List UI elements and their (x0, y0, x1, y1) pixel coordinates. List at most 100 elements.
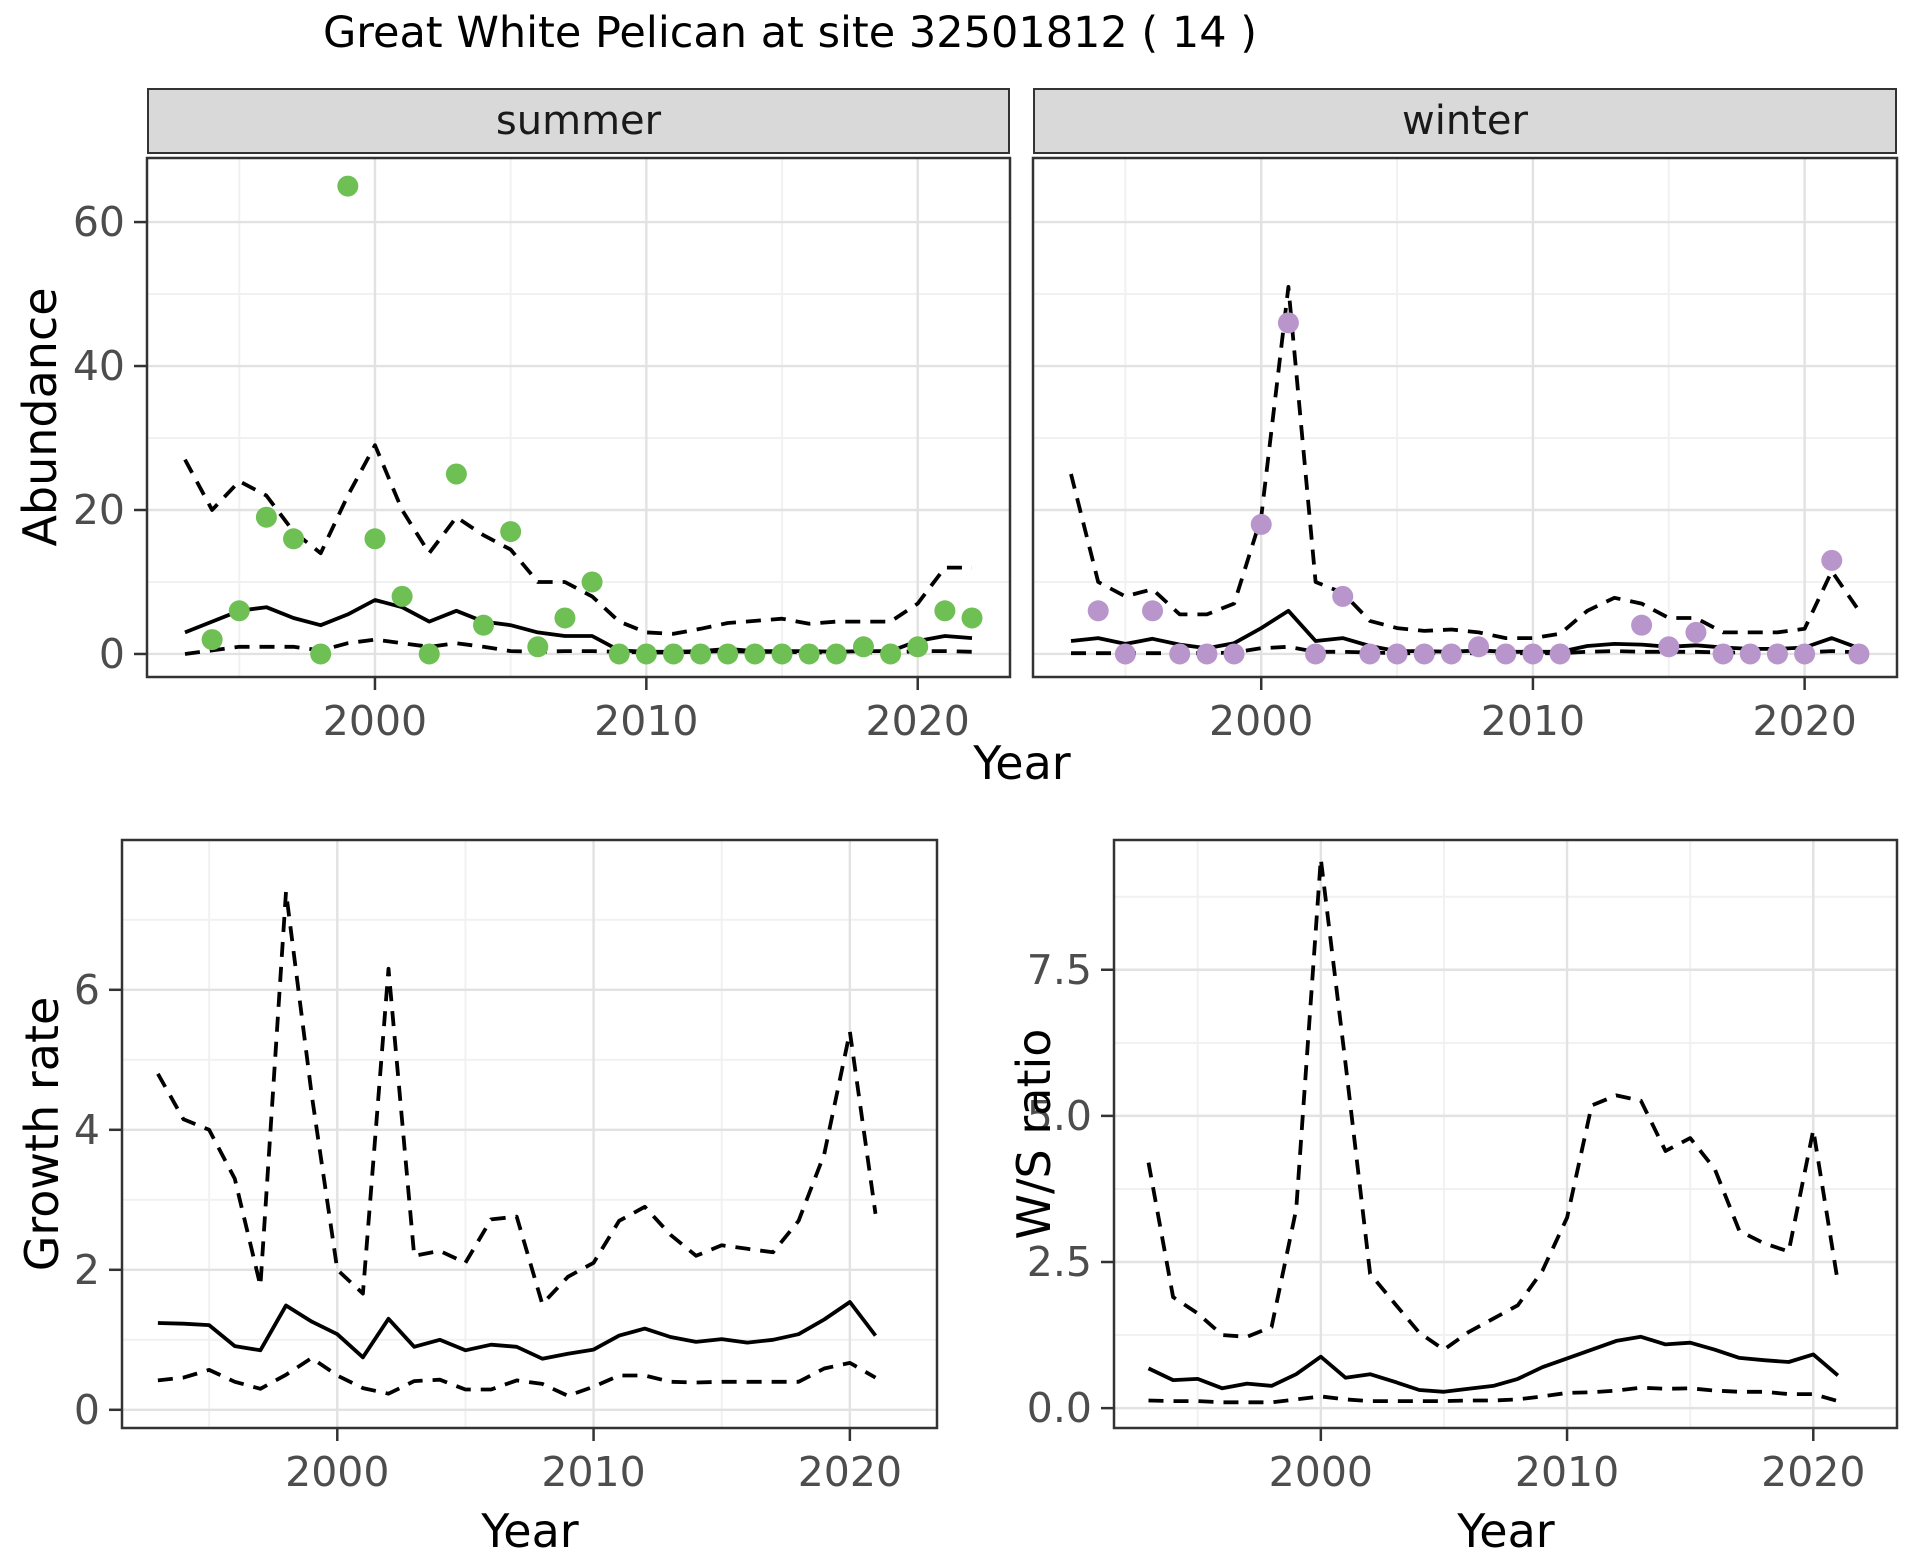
y-tick-label: 0 (99, 630, 125, 678)
x-axis-title-year-top: Year (973, 736, 1071, 790)
panel-border-ws (1112, 838, 1899, 1430)
data-point-winter (1658, 636, 1680, 658)
y-tick-label: 60 (73, 198, 125, 246)
facet-label-winter: winter (1402, 98, 1528, 144)
x-axis-title-year-ws: Year (1457, 1504, 1555, 1558)
data-point-summer (690, 643, 712, 665)
data-point-summer (228, 600, 250, 622)
y-tick-label: 5.0 (1027, 1092, 1092, 1140)
data-point-winter (1277, 312, 1299, 334)
data-point-summer (391, 585, 413, 607)
data-point-summer (418, 643, 440, 665)
data-point-summer (473, 614, 495, 636)
y-axis-title-abundance: Abundance (13, 287, 67, 547)
data-point-summer (581, 571, 603, 593)
data-point-winter (1142, 600, 1164, 622)
x-tick-label: 2010 (1515, 1448, 1619, 1496)
data-point-summer (825, 643, 847, 665)
x-tick-label: 2020 (798, 1448, 902, 1496)
data-point-summer (717, 643, 739, 665)
x-tick-label: 2010 (541, 1448, 645, 1496)
data-point-winter (1223, 643, 1245, 665)
page-title: Great White Pelican at site 32501812 ( 1… (322, 8, 1258, 58)
y-tick-label: 2.5 (1027, 1238, 1092, 1286)
data-point-winter (1386, 643, 1408, 665)
data-point-winter (1196, 643, 1218, 665)
y-tick-label: 0.0 (1027, 1384, 1092, 1432)
y-tick-label: 7.5 (1027, 946, 1092, 994)
series-median-ws (1147, 1334, 1840, 1394)
y-tick-label: 2 (74, 1246, 100, 1294)
data-point-winter (1495, 643, 1517, 665)
data-point-winter (1522, 643, 1544, 665)
x-tick-label: 2000 (1209, 697, 1313, 745)
data-point-winter (1413, 643, 1435, 665)
data-point-winter (1821, 549, 1843, 571)
data-point-summer (798, 643, 820, 665)
panel-border-growth (120, 838, 939, 1430)
data-point-winter (1685, 621, 1707, 643)
data-point-winter (1359, 643, 1381, 665)
data-point-summer (744, 643, 766, 665)
series-upper-winter (1069, 285, 1861, 640)
data-point-winter (1848, 643, 1870, 665)
x-tick-label: 2000 (323, 697, 427, 745)
x-tick-label: 2000 (1269, 1448, 1373, 1496)
data-point-summer (337, 175, 359, 197)
y-tick-label: 20 (73, 486, 125, 534)
y-axis-title-growth-rate: Growth rate (15, 996, 69, 1272)
data-point-winter (1631, 614, 1653, 636)
series-lower-growth (157, 1356, 877, 1398)
x-tick-label: 2000 (285, 1448, 389, 1496)
data-point-summer (662, 643, 684, 665)
data-point-summer (527, 636, 549, 658)
series-median-winter (1070, 608, 1860, 654)
y-tick-label: 4 (74, 1106, 100, 1154)
data-point-summer (771, 643, 793, 665)
data-point-winter (1468, 636, 1490, 658)
data-point-winter (1332, 585, 1354, 607)
y-tick-label: 0 (74, 1386, 100, 1434)
facet-label-summer: summer (495, 98, 662, 144)
panel-border-summer (145, 156, 1012, 679)
data-point-summer (445, 463, 467, 485)
x-tick-label: 2020 (1752, 697, 1856, 745)
x-tick-label: 2010 (594, 697, 698, 745)
data-point-summer (608, 643, 630, 665)
data-point-winter (1440, 643, 1462, 665)
series-upper-ws (1146, 856, 1840, 1352)
data-point-winter (1739, 643, 1761, 665)
panel-border-winter (1031, 156, 1899, 679)
data-point-summer (283, 528, 305, 550)
data-point-summer (201, 629, 223, 651)
data-point-summer (635, 643, 657, 665)
data-point-winter (1114, 643, 1136, 665)
data-point-summer (880, 643, 902, 665)
data-point-summer (907, 636, 929, 658)
x-tick-label: 2020 (1761, 1448, 1865, 1496)
data-point-winter (1087, 600, 1109, 622)
data-point-winter (1794, 643, 1816, 665)
y-tick-label: 6 (74, 966, 100, 1014)
data-point-summer (852, 636, 874, 658)
data-point-summer (961, 607, 983, 629)
data-point-winter (1250, 513, 1272, 535)
data-point-summer (255, 506, 277, 528)
facet-strip-summer: summer (147, 88, 1010, 154)
series-upper-growth (156, 889, 878, 1306)
data-point-summer (500, 521, 522, 543)
y-axis-title-ws-ratio: W/S ratio (1007, 1028, 1061, 1240)
x-tick-label: 2010 (1481, 697, 1585, 745)
data-point-summer (554, 607, 576, 629)
data-point-winter (1169, 643, 1191, 665)
data-point-winter (1305, 643, 1327, 665)
y-tick-label: 40 (73, 342, 125, 390)
data-point-winter (1712, 643, 1734, 665)
data-point-summer (934, 600, 956, 622)
x-axis-title-year-growth: Year (481, 1504, 579, 1558)
x-tick-label: 2020 (866, 697, 970, 745)
data-point-summer (310, 643, 332, 665)
series-lower-ws (1148, 1385, 1839, 1405)
data-point-summer (364, 528, 386, 550)
data-point-winter (1766, 643, 1788, 665)
